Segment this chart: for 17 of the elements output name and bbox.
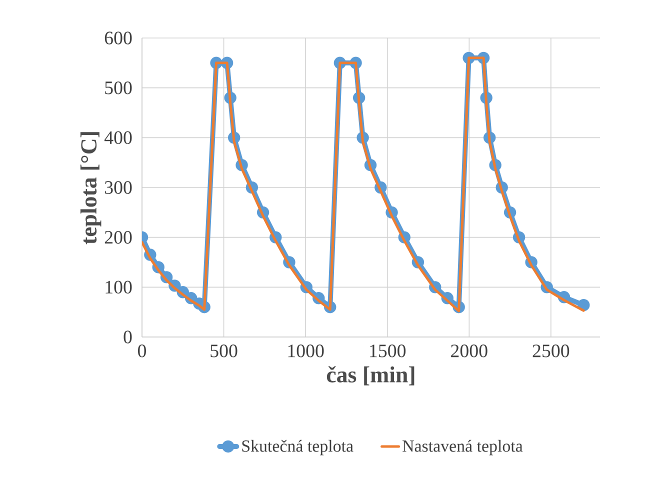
- x-tick-label: 2500: [532, 344, 570, 358]
- y-tick-label: 600: [104, 32, 132, 44]
- legend-label: Nastavená teplota: [402, 440, 523, 456]
- x-tick-label: 500: [210, 344, 238, 358]
- x-axis-title: čas [min]: [326, 366, 414, 386]
- x-tick-label: 2000: [451, 344, 488, 358]
- y-tick-label: 500: [105, 81, 132, 94]
- x-tick-label: 0: [138, 344, 146, 358]
- y-tick-label: 400: [104, 131, 132, 144]
- y-tick-label: 100: [106, 280, 132, 294]
- y-tick-label: 0: [124, 330, 132, 344]
- x-tick-label: 1000: [288, 344, 324, 358]
- x-tick-label: 1500: [370, 344, 406, 358]
- legend-label: Skutečná teplota: [242, 440, 354, 456]
- y-tick-label: 300: [104, 181, 132, 194]
- y-tick-label: 200: [104, 230, 132, 244]
- y-axis-title: teplota [°C]: [80, 132, 102, 244]
